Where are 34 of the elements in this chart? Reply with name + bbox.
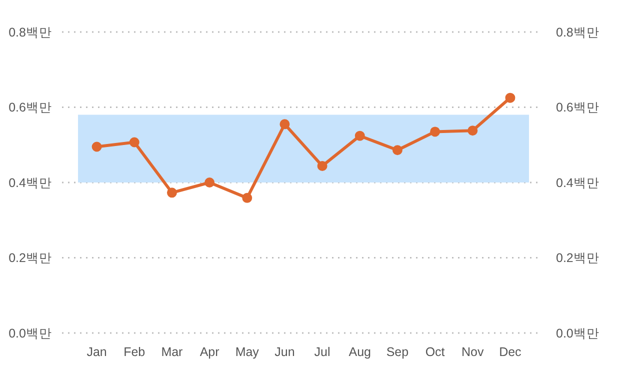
x-tick-label: Dec	[499, 344, 522, 359]
x-tick-label: Nov	[462, 344, 484, 359]
y-tick-label: 0.6백만	[8, 100, 52, 115]
x-tick-label: Feb	[124, 344, 146, 359]
x-tick-label: Apr	[200, 344, 220, 359]
x-tick-label: Sep	[386, 344, 409, 359]
point	[505, 92, 516, 103]
y-tick-label: 0.4백만	[8, 176, 52, 190]
point	[280, 119, 290, 130]
x-tick-label: Oct	[425, 344, 446, 359]
point	[204, 178, 215, 188]
point	[354, 130, 365, 141]
x-tick-label: Mar	[161, 344, 183, 359]
y2-tick-label: 0.6백만	[556, 100, 600, 115]
point	[166, 188, 177, 198]
point	[92, 142, 102, 152]
y-tick-label: 0.0백만	[8, 326, 52, 340]
point	[392, 145, 402, 156]
point	[129, 137, 140, 148]
y-tick-label: 0.2백만	[8, 251, 52, 266]
x-tick-label: Jul	[314, 344, 330, 359]
point	[430, 126, 440, 137]
y2-tick-label: 0.4백만	[556, 176, 600, 190]
x-tick-label: Jan	[86, 344, 107, 359]
x-tick-label: Jun	[274, 344, 295, 359]
y2-tick-label: 0.2백만	[556, 251, 600, 266]
point	[317, 160, 328, 171]
y-tick-label: 0.8백만	[8, 25, 52, 40]
point	[468, 126, 478, 136]
x-tick-label: Aug	[348, 344, 372, 359]
x-tick-label: May	[235, 344, 260, 359]
y2-tick-label: 0.8백만	[556, 25, 600, 40]
y2-tick-label: 0.0백만	[556, 326, 600, 340]
point	[242, 192, 252, 203]
